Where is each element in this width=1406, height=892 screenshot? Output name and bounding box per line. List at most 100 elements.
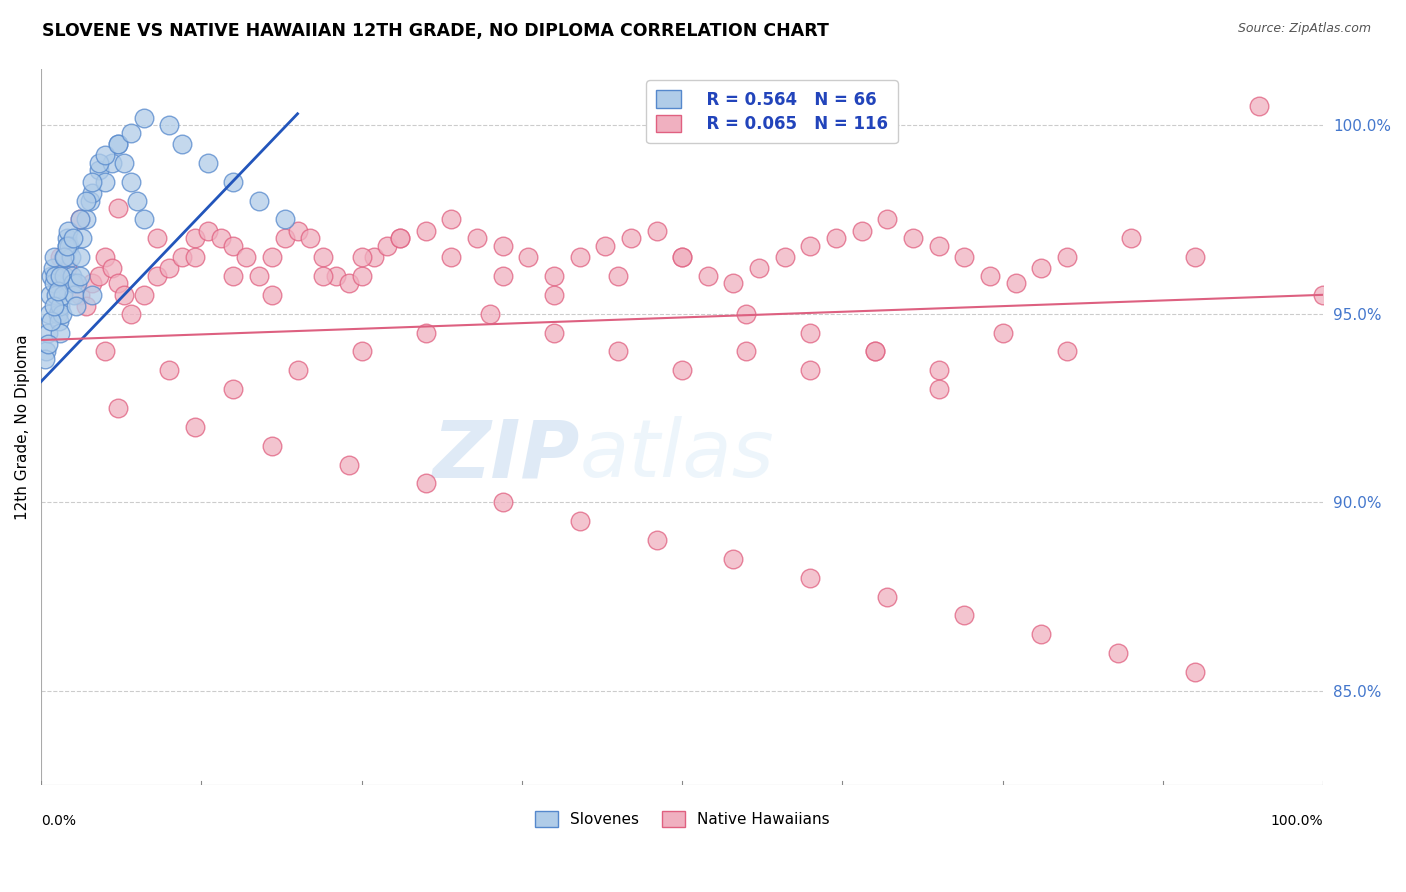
- Point: [44, 268, 66, 283]
- Point: [55, 239, 77, 253]
- Point: [825, 231, 848, 245]
- Point: [94, 250, 117, 264]
- Point: [928, 382, 950, 396]
- Point: [52, 287, 75, 301]
- Point: [70, 231, 93, 245]
- Point: [312, 268, 335, 283]
- Point: [1031, 627, 1053, 641]
- Point: [94, 148, 117, 162]
- Point: [127, 194, 149, 208]
- Point: [337, 277, 360, 291]
- Point: [593, 239, 616, 253]
- Point: [235, 250, 257, 264]
- Point: [222, 382, 245, 396]
- Point: [39, 287, 62, 301]
- Point: [953, 608, 976, 623]
- Point: [145, 231, 167, 245]
- Point: [82, 277, 104, 291]
- Point: [735, 307, 758, 321]
- Point: [415, 224, 437, 238]
- Point: [45, 287, 67, 301]
- Point: [1004, 277, 1026, 291]
- Point: [1031, 261, 1053, 276]
- Point: [209, 231, 232, 245]
- Point: [415, 326, 437, 340]
- Point: [851, 224, 873, 238]
- Text: 100.0%: 100.0%: [1271, 814, 1323, 828]
- Point: [69, 250, 91, 264]
- Point: [337, 458, 360, 472]
- Point: [75, 299, 97, 313]
- Point: [1184, 250, 1206, 264]
- Point: [35, 344, 58, 359]
- Point: [42, 277, 65, 291]
- Point: [440, 250, 463, 264]
- Point: [735, 344, 758, 359]
- Point: [389, 231, 412, 245]
- Y-axis label: 12th Grade, No Diploma: 12th Grade, No Diploma: [15, 334, 30, 520]
- Point: [107, 136, 129, 151]
- Point: [114, 287, 136, 301]
- Point: [1056, 344, 1078, 359]
- Point: [991, 326, 1014, 340]
- Point: [247, 194, 270, 208]
- Point: [928, 363, 950, 377]
- Point: [42, 250, 65, 264]
- Point: [49, 326, 72, 340]
- Point: [350, 344, 373, 359]
- Point: [114, 156, 136, 170]
- Point: [94, 344, 117, 359]
- Point: [901, 231, 924, 245]
- Point: [568, 250, 591, 264]
- Point: [671, 250, 693, 264]
- Point: [41, 268, 63, 283]
- Point: [53, 250, 76, 264]
- Point: [46, 307, 69, 321]
- Point: [107, 277, 129, 291]
- Point: [62, 231, 84, 245]
- Point: [59, 250, 82, 264]
- Point: [63, 287, 86, 301]
- Point: [440, 212, 463, 227]
- Point: [120, 175, 142, 189]
- Text: atlas: atlas: [579, 417, 775, 494]
- Point: [172, 136, 194, 151]
- Point: [979, 268, 1001, 283]
- Point: [172, 250, 194, 264]
- Point: [37, 336, 59, 351]
- Point: [375, 239, 398, 253]
- Point: [157, 261, 180, 276]
- Point: [1184, 665, 1206, 679]
- Point: [478, 307, 501, 321]
- Point: [87, 268, 110, 283]
- Point: [65, 299, 87, 313]
- Point: [543, 287, 565, 301]
- Point: [120, 126, 142, 140]
- Point: [260, 439, 283, 453]
- Point: [274, 231, 297, 245]
- Point: [82, 186, 104, 200]
- Point: [69, 268, 91, 283]
- Point: [75, 194, 97, 208]
- Point: [82, 175, 104, 189]
- Point: [928, 239, 950, 253]
- Point: [79, 194, 101, 208]
- Point: [492, 495, 515, 509]
- Point: [55, 239, 77, 253]
- Point: [607, 268, 630, 283]
- Point: [287, 363, 309, 377]
- Point: [492, 239, 515, 253]
- Point: [222, 268, 245, 283]
- Text: 0.0%: 0.0%: [41, 814, 76, 828]
- Point: [132, 212, 155, 227]
- Point: [55, 250, 77, 264]
- Point: [197, 156, 219, 170]
- Point: [75, 212, 97, 227]
- Point: [260, 250, 283, 264]
- Point: [69, 212, 91, 227]
- Point: [42, 299, 65, 313]
- Point: [247, 268, 270, 283]
- Legend: Slovenes, Native Hawaiians: Slovenes, Native Hawaiians: [527, 804, 837, 835]
- Point: [62, 277, 84, 291]
- Point: [799, 363, 821, 377]
